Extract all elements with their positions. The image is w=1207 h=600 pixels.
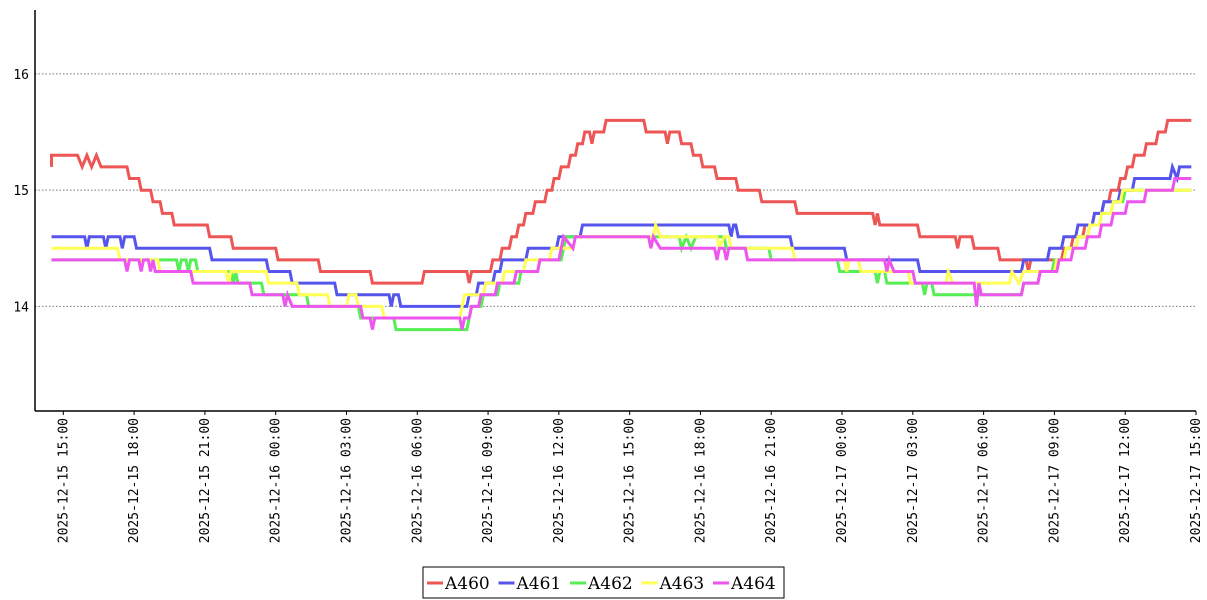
series-line-A464	[51, 177, 1192, 330]
x-tick-label: 2025-12-16 00:00	[269, 418, 284, 543]
x-tick-label: 2025-12-17 06:00	[977, 418, 992, 543]
y-tick-label: 16	[13, 68, 29, 83]
x-tick-label: 2025-12-17 15:00	[1189, 418, 1204, 543]
y-tick-labels: 14 15 16	[13, 68, 29, 315]
axes	[34, 10, 1196, 412]
legend-label-A463: A463	[659, 574, 705, 594]
x-tick-label: 2025-12-17 12:00	[1118, 418, 1133, 543]
legend-label-A461: A461	[516, 574, 562, 594]
x-tick-label: 2025-12-17 09:00	[1047, 418, 1062, 543]
x-tick-label: 2025-12-16 15:00	[623, 418, 638, 543]
x-tick-label: 2025-12-16 21:00	[764, 418, 779, 543]
y-tick-label: 15	[13, 184, 29, 199]
x-tick-label: 2025-12-15 18:00	[127, 418, 142, 543]
legend-label-A460: A460	[444, 574, 490, 594]
series-line-A463	[51, 188, 1192, 320]
x-tick-label: 2025-12-17 00:00	[835, 418, 850, 543]
x-tick-label: 2025-12-15 15:00	[56, 418, 71, 543]
x-tick-label: 2025-12-16 18:00	[693, 418, 708, 543]
x-tick-label: 2025-12-16 06:00	[410, 418, 425, 543]
legend-label-A462: A462	[587, 574, 633, 594]
grid-lines	[35, 73, 1196, 307]
x-tick-labels: 2025-12-15 15:00 2025-12-15 18:00 2025-12-…	[56, 411, 1204, 543]
legend-label-A464: A464	[730, 574, 776, 594]
legend: A460 A461 A462 A463 A464	[422, 566, 785, 599]
x-tick-label: 2025-12-16 09:00	[481, 418, 496, 543]
x-tick-label: 2025-12-16 12:00	[552, 418, 567, 543]
series-lines	[50, 118, 1192, 332]
x-tick-label: 2025-12-17 03:00	[906, 418, 921, 543]
y-tick-label: 14	[13, 300, 29, 315]
x-tick-label: 2025-12-15 21:00	[198, 418, 213, 543]
x-tick-label: 2025-12-16 03:00	[339, 418, 354, 543]
